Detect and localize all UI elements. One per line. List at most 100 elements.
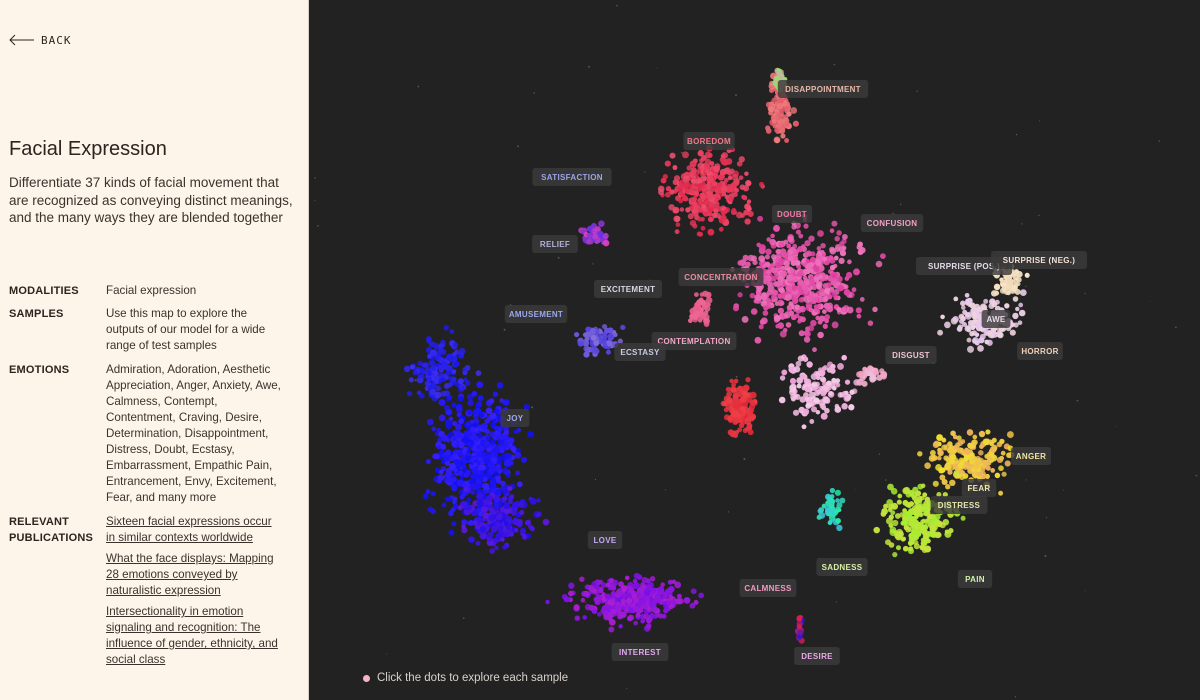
sample-dot[interactable] (416, 376, 424, 384)
sample-dot[interactable] (453, 342, 459, 348)
sample-dot[interactable] (731, 173, 739, 181)
sample-dot[interactable] (476, 400, 483, 407)
sample-dot[interactable] (872, 306, 878, 313)
sample-dot[interactable] (805, 301, 813, 309)
sample-dot[interactable] (741, 315, 749, 323)
sample-dot[interactable] (588, 604, 595, 611)
sample-dot[interactable] (687, 213, 694, 220)
sample-dot[interactable] (466, 409, 473, 416)
sample-dot[interactable] (706, 302, 711, 308)
sample-dot[interactable] (586, 233, 593, 239)
sample-dot[interactable] (932, 522, 938, 528)
sample-dot[interactable] (523, 404, 530, 411)
sample-dot[interactable] (969, 331, 975, 337)
sample-dot[interactable] (675, 598, 682, 605)
sample-dot[interactable] (780, 133, 786, 139)
sample-dot[interactable] (494, 521, 501, 528)
sample-dot[interactable] (754, 336, 762, 344)
sample-dot[interactable] (438, 358, 444, 364)
sample-dot[interactable] (702, 312, 707, 318)
sample-dot[interactable] (779, 109, 784, 115)
sample-dot[interactable] (515, 470, 520, 476)
sample-dot[interactable] (738, 175, 744, 181)
sample-dot[interactable] (458, 470, 464, 476)
sample-dot[interactable] (760, 293, 768, 301)
sample-dot[interactable] (829, 487, 836, 494)
sample-dot[interactable] (830, 363, 836, 370)
sample-dot[interactable] (518, 501, 525, 508)
sample-dot[interactable] (822, 323, 828, 329)
sample-dot[interactable] (936, 492, 942, 498)
sample-dot[interactable] (500, 532, 506, 538)
sample-dot[interactable] (483, 457, 491, 465)
sample-dot[interactable] (455, 423, 462, 431)
sample-dot[interactable] (944, 463, 952, 471)
sample-dot[interactable] (828, 519, 833, 525)
sample-dot[interactable] (956, 435, 962, 441)
sample-dot[interactable] (582, 615, 588, 620)
sample-dot[interactable] (431, 350, 438, 357)
sample-dot[interactable] (890, 510, 896, 516)
sample-dot[interactable] (488, 468, 494, 473)
sample-dot[interactable] (954, 465, 959, 471)
sample-dot[interactable] (444, 460, 451, 467)
sample-dot[interactable] (685, 207, 691, 213)
sample-dot[interactable] (485, 407, 493, 415)
sample-dot[interactable] (636, 574, 643, 580)
sample-dot[interactable] (664, 160, 671, 167)
sample-dot[interactable] (947, 469, 953, 475)
sample-dot[interactable] (818, 315, 826, 322)
sample-dot[interactable] (707, 208, 713, 214)
sample-dot[interactable] (484, 485, 490, 491)
sample-dot[interactable] (742, 384, 750, 392)
sample-dot[interactable] (711, 181, 718, 187)
sample-dot[interactable] (986, 456, 993, 462)
sample-dot[interactable] (451, 521, 457, 527)
sample-dot[interactable] (1019, 289, 1027, 296)
sample-dot[interactable] (770, 294, 776, 300)
sample-dot[interactable] (902, 511, 909, 519)
sample-dot[interactable] (581, 590, 587, 597)
sample-dot[interactable] (441, 360, 448, 367)
sample-dot[interactable] (417, 373, 423, 379)
publication-link[interactable]: Intersectionality in emotion signaling a… (106, 605, 278, 666)
sample-dot[interactable] (804, 240, 811, 247)
sample-dot[interactable] (506, 473, 511, 478)
sample-dot[interactable] (798, 296, 805, 303)
sample-dot[interactable] (597, 612, 602, 617)
sample-dot[interactable] (698, 592, 705, 599)
sample-dot[interactable] (996, 456, 1004, 464)
sample-dot[interactable] (568, 590, 574, 597)
sample-dot[interactable] (489, 548, 496, 554)
sample-dot[interactable] (829, 264, 836, 271)
sample-dot[interactable] (727, 175, 733, 181)
sample-dot[interactable] (818, 512, 826, 519)
sample-dot[interactable] (433, 378, 440, 385)
sample-dot[interactable] (984, 473, 990, 479)
sample-dot[interactable] (899, 535, 904, 541)
sample-dot[interactable] (503, 502, 510, 509)
sample-dot[interactable] (458, 347, 466, 355)
sample-dot[interactable] (598, 220, 605, 227)
sample-dot[interactable] (704, 199, 709, 205)
sample-dot[interactable] (592, 588, 598, 594)
sample-dot[interactable] (851, 287, 857, 293)
sample-dot[interactable] (712, 212, 718, 219)
sample-dot[interactable] (503, 508, 510, 515)
sample-dot[interactable] (977, 449, 984, 456)
sample-dot[interactable] (601, 323, 608, 330)
sample-dot[interactable] (489, 438, 496, 446)
sample-dot[interactable] (597, 230, 604, 237)
sample-dot[interactable] (574, 615, 581, 621)
sample-dot[interactable] (692, 223, 698, 229)
sample-dot[interactable] (881, 508, 888, 515)
sample-dot[interactable] (843, 289, 851, 296)
sample-dot[interactable] (403, 365, 411, 373)
sample-dot[interactable] (773, 115, 779, 121)
sample-dot[interactable] (683, 175, 691, 183)
sample-dot[interactable] (688, 187, 695, 194)
sample-dot[interactable] (806, 361, 813, 368)
sample-dot[interactable] (645, 578, 651, 584)
sample-dot[interactable] (804, 386, 811, 393)
sample-dot[interactable] (433, 453, 440, 460)
